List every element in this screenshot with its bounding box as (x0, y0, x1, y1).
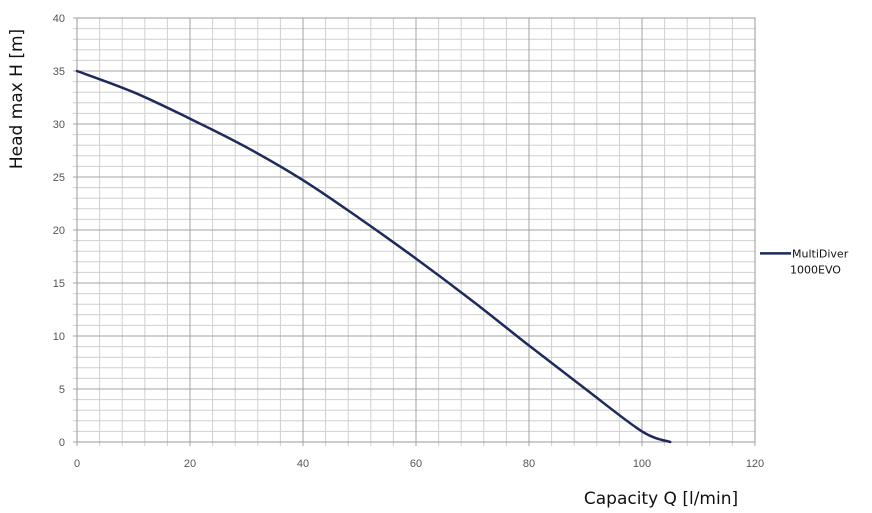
y-axis-title: Head max H [m] (7, 29, 27, 169)
x-axis-title: Capacity Q [l/min] (584, 489, 738, 509)
plot-area-frame (76, 17, 756, 443)
grid-major-lines (73, 17, 756, 446)
x-tick-label: 60 (410, 458, 422, 470)
x-tick-label: 40 (297, 458, 309, 470)
x-tick-label: 20 (184, 458, 196, 470)
y-tick-label: 5 (59, 384, 65, 396)
y-tick-label: 0 (59, 437, 65, 449)
y-tick-label: 30 (53, 119, 65, 131)
x-tick-label: 0 (74, 458, 80, 470)
y-tick-label: 20 (53, 225, 65, 237)
legend-label: MultiDiver 1000EVO (790, 247, 849, 276)
series-line (75, 69, 672, 444)
y-axis-ticks: 0 5 10 15 20 25 30 35 40 (53, 13, 65, 449)
x-tick-label: 120 (746, 458, 764, 470)
legend: MultiDiver 1000EVO (760, 247, 849, 276)
y-tick-label: 10 (53, 331, 65, 343)
y-tick-label: 35 (53, 66, 65, 78)
y-tick-label: 15 (53, 278, 65, 290)
x-axis-ticks: 0 20 40 60 80 100 120 (74, 458, 764, 470)
grid-minor-lines (73, 18, 755, 446)
x-tick-label: 80 (523, 458, 535, 470)
y-tick-label: 25 (53, 172, 65, 184)
series-layer (75, 69, 672, 444)
y-tick-label: 40 (53, 13, 65, 25)
x-tick-label: 100 (633, 458, 651, 470)
